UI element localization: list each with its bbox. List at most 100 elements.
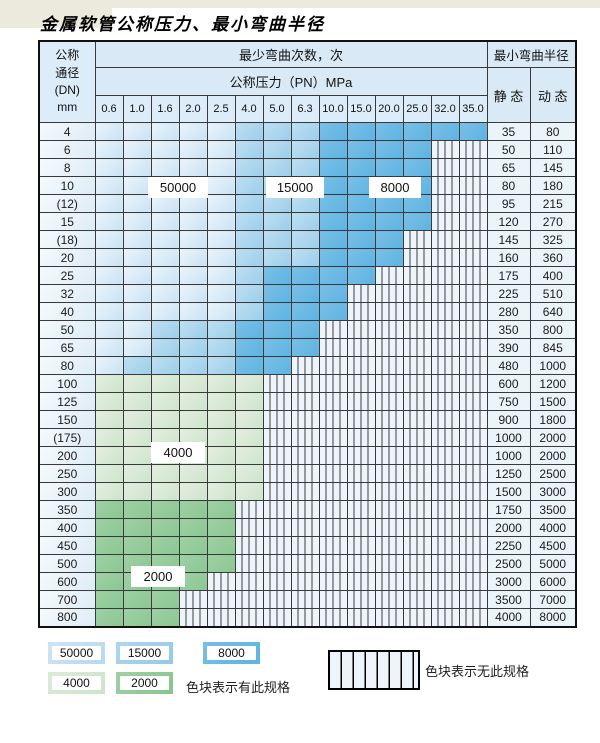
no-spec-cell <box>346 608 376 627</box>
spec-zone-cell <box>374 212 404 231</box>
spec-zone-cell <box>206 356 236 375</box>
spec-zone-cell <box>178 482 208 501</box>
spec-zone-cell <box>178 194 208 213</box>
spec-zone-cell <box>290 158 320 177</box>
dynamic-radius-cell: 1200 <box>529 374 577 393</box>
spec-zone-cell <box>122 392 152 411</box>
no-spec-cell <box>458 464 488 483</box>
no-spec-cell <box>346 500 376 519</box>
static-radius-cell: 600 <box>486 374 531 393</box>
spec-zone-cell <box>262 158 292 177</box>
table-row: (175) 1000 2000 <box>38 428 577 447</box>
spec-zone-cell <box>122 230 152 249</box>
spec-zone-cell <box>402 158 432 177</box>
spec-zone-cell <box>122 500 152 519</box>
spec-zone-cell <box>150 356 180 375</box>
legend-swatch-label: 2000 <box>120 676 169 690</box>
no-spec-cell <box>402 284 432 303</box>
spec-zone-cell <box>122 266 152 285</box>
dynamic-radius-cell: 1500 <box>529 392 577 411</box>
spec-zone-cell <box>94 176 124 195</box>
no-spec-cell <box>430 176 460 195</box>
spec-zone-cell <box>206 410 236 429</box>
dynamic-radius-cell: 640 <box>529 302 577 321</box>
no-spec-cell <box>458 374 488 393</box>
spec-zone-cell <box>150 122 180 141</box>
no-spec-cell <box>262 464 292 483</box>
spec-zone-cell <box>346 122 376 141</box>
no-spec-cell <box>290 518 320 537</box>
spec-zone-cell <box>374 122 404 141</box>
spec-zone-cell <box>94 212 124 231</box>
no-spec-cell <box>430 446 460 465</box>
static-radius-cell: 35 <box>486 122 531 141</box>
dn-cell: (18) <box>38 230 96 249</box>
dynamic-column-header: 动 态 <box>529 67 577 123</box>
no-spec-cell <box>262 374 292 393</box>
spec-zone-cell <box>234 122 264 141</box>
spec-zone-cell <box>262 338 292 357</box>
no-spec-cell <box>374 392 404 411</box>
spec-zone-cell <box>122 482 152 501</box>
dynamic-radius-cell: 215 <box>529 194 577 213</box>
spec-zone-cell <box>234 374 264 393</box>
spec-zone-cell <box>94 374 124 393</box>
static-radius-cell: 120 <box>486 212 531 231</box>
no-spec-cell <box>346 554 376 573</box>
spec-zone-cell <box>94 122 124 141</box>
no-spec-cell <box>290 554 320 573</box>
spec-zone-cell <box>206 320 236 339</box>
no-spec-cell <box>458 266 488 285</box>
spec-zone-cell <box>290 212 320 231</box>
no-spec-cell <box>374 302 404 321</box>
spec-zone-cell <box>122 284 152 303</box>
spec-zone-cell <box>178 320 208 339</box>
no-spec-cell <box>430 464 460 483</box>
dn-cell: 40 <box>38 302 96 321</box>
dynamic-radius-cell: 800 <box>529 320 577 339</box>
no-spec-cell <box>430 428 460 447</box>
spec-zone-cell <box>318 230 348 249</box>
no-spec-cell <box>458 158 488 177</box>
no-spec-cell <box>458 482 488 501</box>
pressure-col-header: 15.0 <box>346 95 376 123</box>
no-spec-cell <box>290 500 320 519</box>
no-spec-cell <box>402 230 432 249</box>
static-radius-cell: 80 <box>486 176 531 195</box>
no-spec-cell <box>458 320 488 339</box>
no-spec-cell <box>346 536 376 555</box>
table-row: 25 175 400 <box>38 266 577 285</box>
spec-zone-cell <box>94 608 124 627</box>
no-spec-cell <box>430 590 460 609</box>
no-spec-cell <box>234 608 264 627</box>
legend-swatch-15000: 15000 <box>116 642 173 664</box>
no-spec-cell <box>430 608 460 627</box>
no-spec-cell <box>402 410 432 429</box>
spec-zone-cell <box>94 266 124 285</box>
spec-zone-cell <box>318 140 348 159</box>
no-spec-cell <box>178 608 208 627</box>
spec-zone-cell <box>234 356 264 375</box>
static-radius-cell: 3000 <box>486 572 531 591</box>
no-spec-cell <box>234 536 264 555</box>
no-spec-cell <box>374 536 404 555</box>
spec-zone-cell <box>206 140 236 159</box>
no-spec-cell <box>374 284 404 303</box>
no-spec-cell <box>402 338 432 357</box>
legend-has-spec-text: 色块表示有此规格 <box>186 680 291 695</box>
pressure-col-header: 4.0 <box>234 95 264 123</box>
no-spec-cell <box>290 410 320 429</box>
spec-zone-cell <box>94 392 124 411</box>
spec-zone-cell <box>122 536 152 555</box>
dynamic-radius-cell: 510 <box>529 284 577 303</box>
spec-zone-cell <box>262 122 292 141</box>
no-spec-cell <box>402 446 432 465</box>
no-spec-cell <box>290 374 320 393</box>
no-spec-cell <box>374 320 404 339</box>
no-spec-cell <box>430 302 460 321</box>
static-radius-cell: 480 <box>486 356 531 375</box>
no-spec-cell <box>430 518 460 537</box>
zone-cycles-label: 2000 <box>131 566 185 587</box>
static-radius-cell: 750 <box>486 392 531 411</box>
no-spec-cell <box>374 500 404 519</box>
